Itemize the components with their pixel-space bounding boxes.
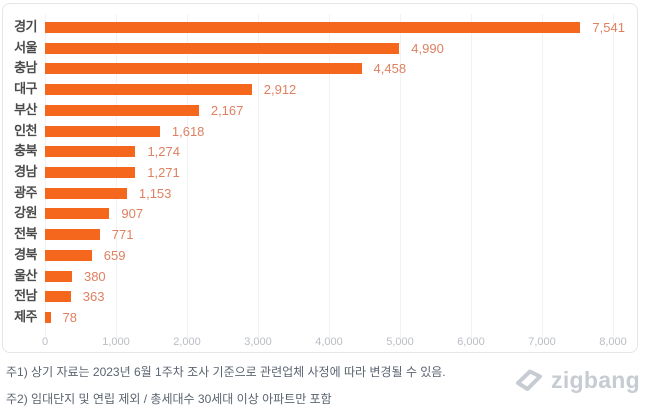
category-label: 대구: [14, 81, 37, 97]
bar-row: 380: [45, 266, 106, 287]
bar-row: 771: [45, 224, 133, 245]
bar: [45, 270, 72, 282]
bar-row: 907: [45, 204, 143, 225]
bar: [45, 21, 581, 33]
x-tick-label: 7,000: [528, 336, 556, 348]
bar-row: 363: [45, 286, 104, 307]
bar-row: 7,541: [45, 17, 625, 38]
category-label: 강원: [14, 205, 37, 221]
category-label: 전북: [14, 226, 37, 242]
bar: [45, 229, 100, 241]
category-label: 울산: [14, 267, 37, 283]
category-label: 인천: [14, 122, 37, 138]
footnote-1: 주1) 상기 자료는 2023년 6월 1주차 조사 기준으로 관련업체 사정에…: [6, 365, 446, 379]
category-label: 경기: [14, 19, 37, 34]
x-tick-label: 3,000: [244, 336, 272, 348]
category-label: 충북: [14, 143, 37, 159]
value-label: 1,274: [147, 144, 180, 160]
zigbang-logo-text: zigbang: [551, 367, 640, 393]
gridline: [329, 14, 330, 338]
x-tick-label: 4,000: [315, 336, 343, 348]
bar: [45, 312, 51, 324]
bar-row: 1,618: [45, 121, 204, 142]
value-label: 78: [62, 310, 77, 326]
bar: [45, 166, 136, 178]
value-label: 4,990: [411, 40, 444, 56]
footnote-2: 주2) 임대단지 및 연립 제외 / 총세대수 30세대 이상 아파트만 포함: [6, 392, 332, 406]
category-label: 전남: [14, 288, 37, 304]
plot-area: 7,541 4,990 4,458 2,912 2,167 1,618 1,274 1,271…: [45, 14, 625, 338]
category-label: 경북: [14, 246, 37, 262]
bar: [45, 249, 92, 261]
bar: [45, 208, 110, 220]
bar-row: 2,912: [45, 79, 296, 100]
bar: [45, 187, 127, 199]
x-tick-label: 0: [41, 336, 49, 348]
x-tick-label: 5,000: [386, 336, 414, 348]
category-label: 광주: [14, 184, 37, 200]
bar-row: 78: [45, 307, 77, 328]
bar: [45, 125, 160, 137]
value-label: 1,618: [171, 123, 205, 139]
zigbang-logo-icon: [513, 367, 544, 394]
bar-row: 1,274: [45, 141, 180, 162]
value-label: 659: [103, 247, 126, 263]
footnotes: 주1) 상기 자료는 2023년 6월 1주차 조사 기준으로 관련업체 사정에…: [6, 359, 446, 413]
category-label: 제주: [14, 309, 37, 325]
x-tick-label: 1,000: [102, 336, 130, 348]
gridline: [187, 14, 188, 338]
x-tick-label: 8,000: [599, 336, 627, 348]
value-label: 1,271: [147, 164, 180, 180]
bar: [45, 42, 400, 54]
bar-row: 2,167: [45, 100, 243, 121]
bar-row: 1,271: [45, 162, 180, 183]
category-label: 부산: [14, 101, 37, 117]
value-label: 2,912: [263, 82, 297, 98]
x-axis: 0 1,000 2,000 3,000 4,000 5,000 6,000 7,000 8,00…: [41, 332, 627, 350]
x-tick-label: 6,000: [457, 336, 485, 348]
bar: [45, 63, 362, 75]
bar-row: 4,458: [45, 58, 406, 79]
value-label: 907: [121, 206, 144, 222]
category-label: 충남: [14, 60, 37, 76]
value-label: 2,167: [210, 102, 244, 118]
bar: [45, 104, 199, 116]
gridline: [258, 14, 259, 338]
value-label: 380: [83, 268, 106, 284]
value-label: 1,153: [138, 185, 172, 201]
bar: [45, 84, 252, 96]
bar-row: 659: [45, 245, 125, 266]
value-label: 4,458: [373, 61, 407, 77]
gridline: [400, 14, 401, 338]
value-label: 7,541: [592, 19, 625, 35]
bar: [45, 146, 136, 158]
bar-row: 4,990: [45, 38, 444, 59]
gridline: [613, 14, 614, 338]
category-label: 경남: [14, 164, 37, 180]
category-label: 서울: [14, 39, 37, 55]
bar: [45, 291, 71, 303]
x-tick-label: 2,000: [173, 336, 201, 348]
value-label: 363: [82, 289, 105, 305]
value-label: 771: [111, 227, 134, 243]
zigbang-logo: zigbang: [513, 367, 640, 394]
gridline: [542, 14, 543, 338]
bar-row: 1,153: [45, 183, 171, 204]
gridline: [471, 14, 472, 338]
